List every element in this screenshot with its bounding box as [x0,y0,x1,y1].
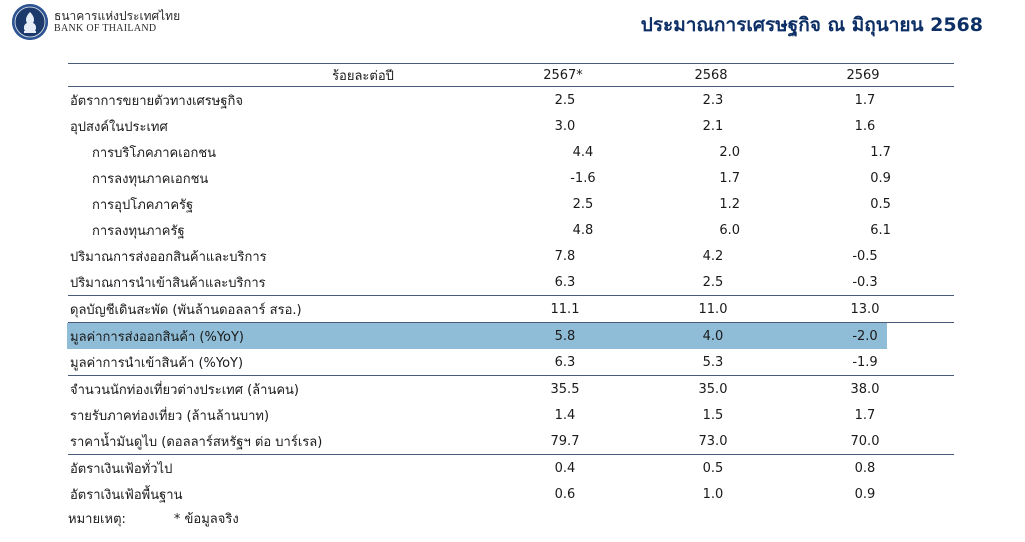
row-value: 5.3 [702,354,724,370]
row-value: 2.5 [702,274,724,290]
row-value: -0.5 [852,248,878,264]
row-value: 1.5 [702,407,724,423]
row-value: 13.0 [850,301,880,317]
row-label: รายรับภาคท่องเที่ยว (ล้านล้านบาท) [70,408,270,424]
row-value: 0.4 [554,460,576,476]
row-value: 1.7 [719,170,741,186]
row-value: 5.8 [554,328,576,344]
row-highlight-band [67,323,887,349]
row-value: 6.3 [554,354,576,370]
forecast-table: ร้อยละต่อปี 2567* 2568 2569 อัตราการขยาย… [67,63,954,507]
table-row: มูลค่าการนำเข้าสินค้า (%YoY) 6.3 5.3 -1.9 [68,349,954,375]
row-value: 35.5 [550,381,580,397]
row-value: 3.0 [554,118,576,134]
footnote-text: * ข้อมูลจริง [173,512,239,527]
row-label: การลงทุนภาคเอกชน [92,171,209,187]
row-label: มูลค่าการส่งออกสินค้า (%YoY) [70,329,245,345]
row-value: 6.1 [870,222,891,238]
row-label: การอุปโภคภาครัฐ [92,197,194,213]
table-row: จำนวนนักท่องเที่ยวต่างประเทศ (ล้านคน) 35.… [68,376,954,402]
row-value: -1.6 [570,170,596,186]
table-row: ดุลบัญชีเดินสะพัด (พันล้านดอลลาร์ สรอ.) 1… [68,296,954,322]
row-value: 2.3 [702,92,724,108]
row-value: 0.6 [554,486,576,502]
row-value: 11.0 [698,301,728,317]
row-label: อุปสงค์ในประเทศ [70,119,168,135]
row-value: 2.1 [702,118,724,134]
table-row: อัตราเงินเฟ้อทั่วไป 0.4 0.5 0.8 [68,455,954,481]
row-label: อัตราเงินเฟ้อทั่วไป [70,461,173,477]
row-value: 0.9 [854,486,876,502]
row-value: 1.6 [854,118,876,134]
row-value: -1.9 [852,354,878,370]
row-value: 6.3 [554,274,576,290]
row-value: 38.0 [850,381,880,397]
row-value: 0.5 [702,460,724,476]
row-value: 35.0 [698,381,728,397]
year-header: 2569 [846,67,880,83]
row-value: 7.8 [554,248,576,264]
table-row: อัตราเงินเฟ้อพื้นฐาน 0.6 1.0 0.9 [68,481,954,507]
row-value: 1.2 [719,196,741,212]
row-value: 1.7 [854,92,876,108]
row-value: 4.2 [702,248,724,264]
page-title: ประมาณการเศรษฐกิจ ณ มิถุนายน 2568 [640,14,983,36]
table-row: การลงทุนภาคเอกชน -1.6 1.7 0.9 [68,165,954,191]
row-label: อัตราการขยายตัวทางเศรษฐกิจ [70,93,243,109]
table-row: การบริโภคภาคเอกชน 4.4 2.0 1.7 [68,139,954,165]
row-value: 4.8 [572,222,594,238]
table-row: การลงทุนภาครัฐ 4.8 6.0 6.1 [68,217,954,243]
bank-name-thai: ธนาคารแห่งประเทศไทย [54,8,181,23]
bank-logo: ธนาคารแห่งประเทศไทย BANK OF THAILAND [12,4,180,40]
row-label: ดุลบัญชีเดินสะพัด (พันล้านดอลลาร์ สรอ.) [70,302,302,318]
table-row: รายรับภาคท่องเที่ยว (ล้านล้านบาท) 1.4 1.5 1… [68,402,954,428]
bank-name-english: BANK OF THAILAND [54,23,157,35]
row-value: 11.1 [550,301,580,317]
row-label: ราคาน้ำมันดูไบ (ดอลลาร์สหรัฐฯ ต่อ บาร์เร… [70,434,323,450]
table-row: อัตราการขยายตัวทางเศรษฐกิจ 2.5 2.3 1.7 [68,87,954,113]
table-row: ปริมาณการส่งออกสินค้าและบริการ 7.8 4.2 -0.5 [68,243,954,269]
table-row: การอุปโภคภาครัฐ 2.5 1.2 0.5 [68,191,954,217]
bank-seal-icon [12,4,48,40]
row-value: 0.5 [870,196,891,212]
year-header: 2568 [694,67,728,83]
row-label: ปริมาณการนำเข้าสินค้าและบริการ [70,275,266,291]
row-value: 1.7 [870,144,891,160]
row-value: 0.9 [870,170,891,186]
row-value: 4.4 [572,144,594,160]
row-value: 2.5 [572,196,594,212]
table-row-highlighted: มูลค่าการส่งออกสินค้า (%YoY) 5.8 4.0 -2.0 [67,323,954,349]
row-label: การบริโภคภาคเอกชน [92,145,217,161]
row-value: 2.5 [554,92,576,108]
row-label: อัตราเงินเฟ้อพื้นฐาน [70,487,183,503]
row-label: การลงทุนภาครัฐ [92,223,185,239]
row-value: 70.0 [850,433,880,449]
row-value: 1.0 [702,486,724,502]
row-label: ปริมาณการส่งออกสินค้าและบริการ [70,249,267,265]
unit-label: ร้อยละต่อปี [332,68,394,84]
row-label: มูลค่าการนำเข้าสินค้า (%YoY) [70,355,244,371]
table-header-row: ร้อยละต่อปี 2567* 2568 2569 [68,64,954,86]
row-value: -2.0 [852,328,878,344]
footnote: หมายเหตุ: * ข้อมูลจริง [68,508,239,529]
row-value: -0.3 [852,274,878,290]
row-label: จำนวนนักท่องเที่ยวต่างประเทศ (ล้านคน) [70,382,299,398]
year-header: 2567* [543,67,583,83]
row-value: 0.8 [854,460,876,476]
table-row: อุปสงค์ในประเทศ 3.0 2.1 1.6 [68,113,954,139]
row-value: 1.7 [854,407,876,423]
row-value: 73.0 [698,433,728,449]
table-row: ราคาน้ำมันดูไบ (ดอลลาร์สหรัฐฯ ต่อ บาร์เร… [68,428,954,454]
footnote-label: หมายเหตุ: [68,512,126,527]
row-value: 4.0 [702,328,724,344]
row-value: 2.0 [719,144,741,160]
row-value: 79.7 [550,433,580,449]
table-row: ปริมาณการนำเข้าสินค้าและบริการ 6.3 2.5 -0.3 [68,269,954,295]
row-value: 6.0 [719,222,741,238]
row-value: 1.4 [554,407,576,423]
